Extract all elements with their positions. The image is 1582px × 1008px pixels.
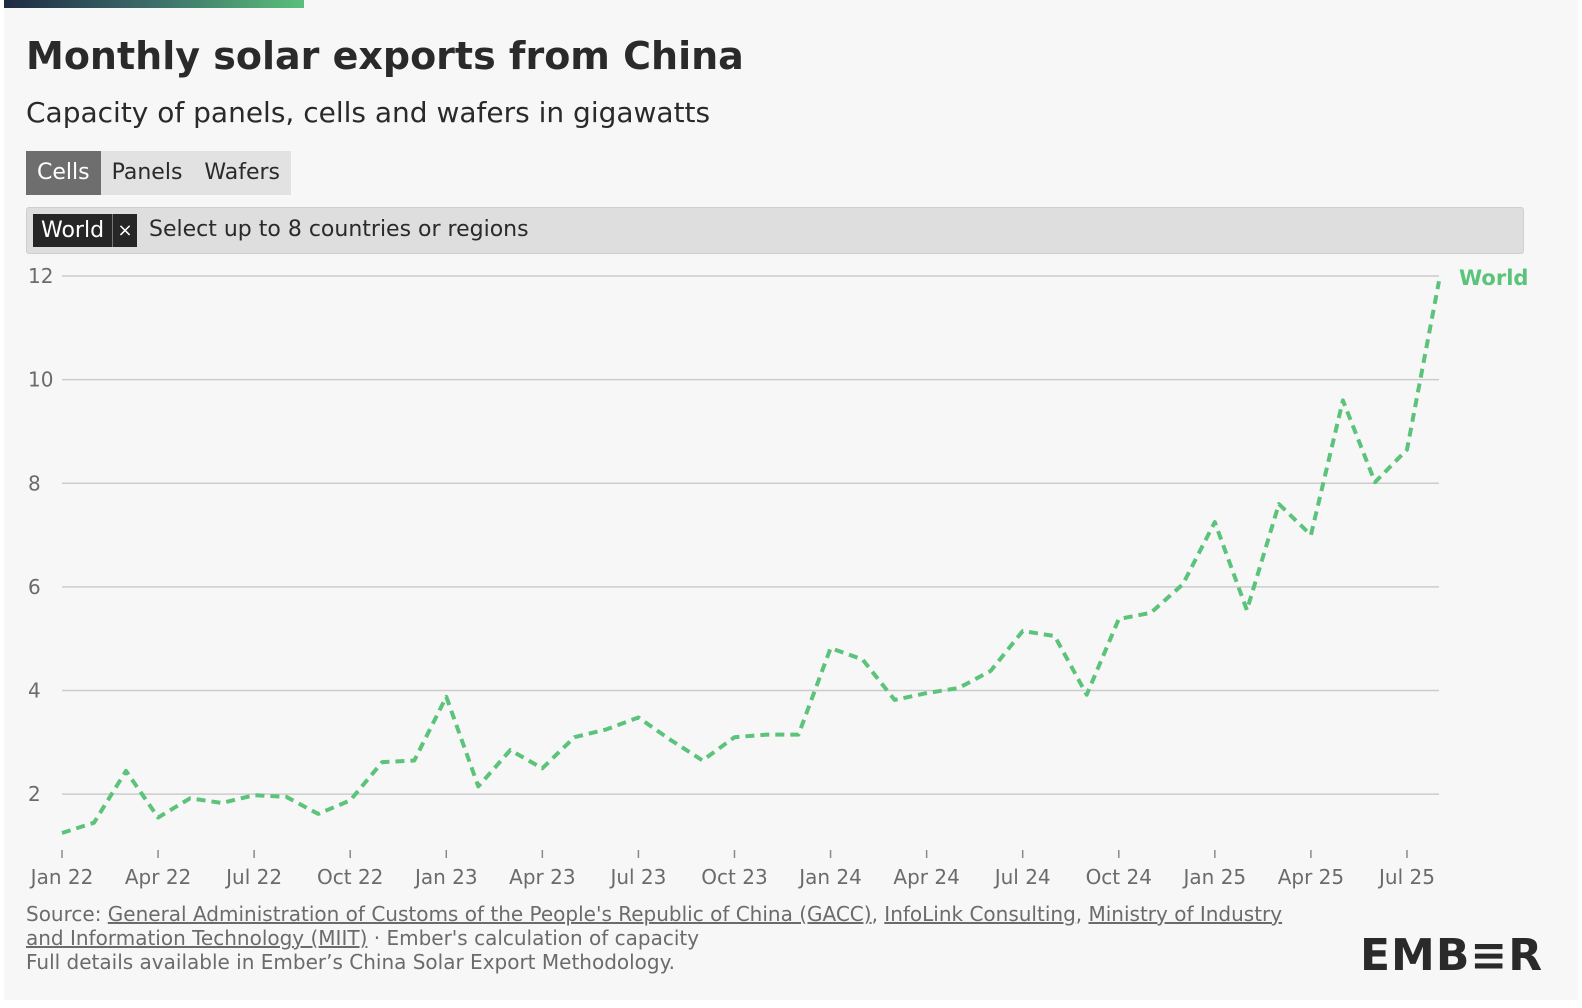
data-point bbox=[59, 830, 65, 836]
region-chip-label: World bbox=[41, 218, 105, 243]
data-point bbox=[1244, 607, 1250, 613]
x-tick-label: Jul 23 bbox=[608, 865, 666, 889]
source-link-infolink[interactable]: InfoLink Consulting bbox=[884, 902, 1076, 926]
tab-panels[interactable]: Panels bbox=[111, 160, 183, 185]
data-point bbox=[347, 797, 353, 803]
y-tick-label: 8 bbox=[28, 471, 41, 495]
data-point bbox=[379, 759, 385, 765]
y-tick-label: 6 bbox=[28, 575, 41, 599]
data-point bbox=[1372, 479, 1378, 485]
data-point bbox=[956, 685, 962, 691]
data-point bbox=[1020, 628, 1026, 634]
source-prefix: Source: bbox=[26, 902, 108, 926]
data-point bbox=[1052, 633, 1058, 639]
data-point bbox=[539, 765, 545, 771]
x-tick-label: Oct 23 bbox=[701, 865, 767, 889]
data-point bbox=[1436, 278, 1442, 284]
data-point bbox=[988, 668, 994, 674]
data-point bbox=[731, 734, 737, 740]
data-point bbox=[1084, 692, 1090, 698]
data-point bbox=[1340, 397, 1346, 403]
data-point bbox=[860, 656, 866, 662]
x-tick-label: Jan 22 bbox=[29, 865, 94, 889]
data-point bbox=[603, 726, 609, 732]
source-link-miit[interactable]: Ministry of Industry and Information Tec… bbox=[26, 902, 1283, 950]
y-tick-label: 2 bbox=[28, 782, 41, 806]
data-point bbox=[411, 758, 417, 764]
region-selector-placeholder: Select up to 8 countries or regions bbox=[149, 217, 529, 242]
close-icon[interactable]: × bbox=[112, 214, 137, 247]
accent-bar bbox=[4, 0, 304, 8]
data-point bbox=[187, 795, 193, 801]
data-point bbox=[1148, 610, 1154, 616]
data-point bbox=[155, 815, 161, 821]
data-point bbox=[1308, 532, 1314, 538]
data-point bbox=[475, 783, 481, 789]
source-note: Source: General Administration of Custom… bbox=[26, 902, 1316, 974]
data-point bbox=[283, 794, 289, 800]
data-point bbox=[1404, 447, 1410, 453]
x-axis-ticks: Jan 22 Apr 22 Jul 22 Oct 22 Jan 23 Apr 23 Jul … bbox=[29, 850, 1435, 889]
data-point bbox=[507, 747, 513, 753]
chart-subtitle: Capacity of panels, cells and wafers in … bbox=[26, 96, 711, 129]
data-point bbox=[764, 732, 770, 738]
source-suffix: · Ember's calculation of capacity bbox=[367, 926, 700, 950]
data-point bbox=[667, 737, 673, 743]
x-tick-label: Apr 25 bbox=[1278, 865, 1344, 889]
data-point bbox=[315, 811, 321, 817]
data-point bbox=[443, 694, 449, 700]
data-point bbox=[1276, 501, 1282, 507]
source-link-gacc[interactable]: General Administration of Customs of the… bbox=[107, 902, 872, 926]
x-tick-label: Apr 23 bbox=[509, 865, 575, 889]
data-point bbox=[251, 792, 257, 798]
tab-cells[interactable]: Cells bbox=[26, 151, 101, 195]
chart-card: Monthly solar exports from China Capacit… bbox=[4, 0, 1578, 1000]
x-tick-label: Apr 24 bbox=[893, 865, 959, 889]
data-point bbox=[91, 820, 97, 826]
x-tick-label: Oct 24 bbox=[1086, 865, 1152, 889]
y-tick-label: 10 bbox=[28, 368, 53, 392]
data-type-tabs: Cells Panels Wafers bbox=[26, 151, 292, 195]
x-tick-label: Jan 25 bbox=[1182, 865, 1247, 889]
x-tick-label: Oct 22 bbox=[317, 865, 383, 889]
series-label: World bbox=[1459, 266, 1528, 290]
methodology-note: Full details available in Ember’s China … bbox=[26, 950, 675, 974]
line-chart: 2 4 6 8 10 12 Jan 22 Apr 22 Jul 22 Oct 22 Jan 23 A… bbox=[28, 264, 1528, 889]
source-separator: , bbox=[1075, 902, 1089, 926]
data-point bbox=[699, 758, 705, 764]
selected-region-chip: World × bbox=[33, 214, 138, 247]
y-axis-ticks: 2 4 6 8 10 12 bbox=[28, 264, 53, 806]
data-point bbox=[635, 714, 641, 720]
x-tick-label: Apr 22 bbox=[125, 865, 191, 889]
data-point bbox=[123, 768, 129, 774]
x-tick-label: Jan 23 bbox=[413, 865, 478, 889]
x-tick-label: Jul 24 bbox=[993, 865, 1051, 889]
data-point bbox=[796, 732, 802, 738]
data-point bbox=[892, 697, 898, 703]
grid-lines bbox=[62, 275, 1439, 795]
region-selector[interactable]: World × Select up to 8 countries or regi… bbox=[26, 207, 1524, 254]
series-layer: World bbox=[59, 266, 1528, 836]
data-point bbox=[571, 734, 577, 740]
x-tick-label: Jan 24 bbox=[797, 865, 862, 889]
data-point bbox=[924, 690, 930, 696]
data-point bbox=[219, 800, 225, 806]
data-point bbox=[828, 645, 834, 651]
data-point bbox=[1180, 581, 1186, 587]
source-separator: , bbox=[871, 902, 885, 926]
ember-logo: EMB≡R bbox=[1360, 930, 1544, 981]
x-tick-label: Jul 25 bbox=[1377, 865, 1435, 889]
series-line-world bbox=[61, 280, 1441, 835]
y-tick-label: 12 bbox=[28, 264, 53, 288]
data-point bbox=[1212, 519, 1218, 525]
tab-wafers[interactable]: Wafers bbox=[204, 160, 281, 185]
x-tick-label: Jul 22 bbox=[224, 865, 282, 889]
data-point bbox=[1116, 616, 1122, 622]
chart-title: Monthly solar exports from China bbox=[26, 34, 744, 78]
y-tick-label: 4 bbox=[28, 679, 41, 703]
